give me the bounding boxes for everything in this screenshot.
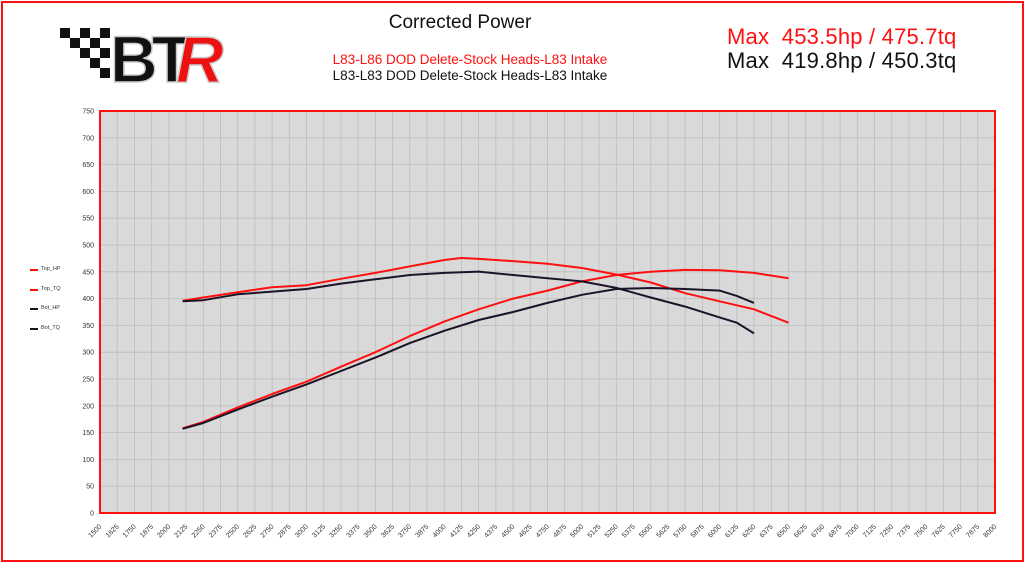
chart-title: Corrected Power bbox=[388, 12, 532, 33]
svg-text:700: 700 bbox=[82, 135, 94, 142]
legend-swatch bbox=[30, 288, 38, 291]
svg-text:3000: 3000 bbox=[294, 523, 310, 539]
svg-text:2625: 2625 bbox=[242, 523, 258, 539]
svg-text:750: 750 bbox=[82, 109, 94, 116]
svg-text:2250: 2250 bbox=[191, 523, 207, 539]
svg-text:6875: 6875 bbox=[828, 523, 844, 539]
svg-text:7125: 7125 bbox=[862, 523, 878, 539]
svg-text:7250: 7250 bbox=[879, 523, 895, 539]
svg-text:450: 450 bbox=[82, 269, 94, 276]
svg-text:6500: 6500 bbox=[776, 523, 792, 539]
legend-label: Bot_TQ bbox=[41, 324, 60, 331]
series-bot-hp bbox=[182, 287, 755, 430]
svg-text:200: 200 bbox=[82, 403, 94, 410]
legend-swatch bbox=[30, 327, 38, 330]
legend-label: Top_TQ bbox=[41, 285, 61, 292]
svg-text:2500: 2500 bbox=[225, 523, 241, 539]
svg-text:3500: 3500 bbox=[363, 523, 379, 539]
legend-label: Top_HP bbox=[41, 266, 61, 272]
svg-text:4375: 4375 bbox=[483, 523, 499, 539]
svg-text:6125: 6125 bbox=[724, 523, 740, 539]
svg-text:2375: 2375 bbox=[208, 523, 224, 539]
svg-text:3125: 3125 bbox=[311, 523, 327, 539]
svg-text:550: 550 bbox=[82, 216, 94, 223]
svg-text:5375: 5375 bbox=[621, 523, 637, 539]
svg-text:350: 350 bbox=[82, 323, 94, 330]
series-top-hp bbox=[182, 268, 789, 430]
svg-text:0: 0 bbox=[90, 511, 94, 518]
svg-text:6375: 6375 bbox=[759, 523, 775, 539]
svg-text:4500: 4500 bbox=[501, 523, 517, 539]
svg-text:4875: 4875 bbox=[552, 523, 568, 539]
data-series bbox=[182, 257, 789, 430]
svg-text:5000: 5000 bbox=[569, 523, 585, 539]
svg-text:1875: 1875 bbox=[139, 523, 155, 539]
subtitle-bottom-config: L83-L83 DOD Delete-Stock Heads-L83 Intak… bbox=[332, 68, 608, 83]
svg-text:250: 250 bbox=[82, 377, 94, 384]
svg-text:4000: 4000 bbox=[432, 523, 448, 539]
svg-text:4625: 4625 bbox=[518, 523, 534, 539]
svg-text:7625: 7625 bbox=[931, 523, 947, 539]
svg-text:2875: 2875 bbox=[277, 523, 293, 539]
subtitle-top-config: L83-L86 DOD Delete-Stock Heads-L83 Intak… bbox=[332, 52, 608, 67]
svg-text:300: 300 bbox=[82, 350, 94, 357]
series-top-tq bbox=[182, 257, 789, 324]
max-top-values: Max 453.5hp / 475.7tq bbox=[727, 24, 957, 49]
max-bottom-values: Max 419.8hp / 450.3tq bbox=[727, 48, 957, 73]
legend-swatch bbox=[30, 269, 38, 271]
svg-text:BT: BT bbox=[110, 22, 192, 88]
svg-text:150: 150 bbox=[82, 430, 94, 437]
btr-logo: BT R bbox=[60, 21, 225, 88]
x-axis-ticks: 1500 1625 1750 1875 2000 2125 2250 2375 2500 2625… bbox=[87, 523, 998, 539]
svg-text:2750: 2750 bbox=[260, 523, 276, 539]
svg-text:4750: 4750 bbox=[535, 523, 551, 539]
series-bot-tq bbox=[182, 270, 755, 335]
svg-text:6000: 6000 bbox=[707, 523, 723, 539]
svg-text:2000: 2000 bbox=[156, 523, 172, 539]
svg-text:7000: 7000 bbox=[845, 523, 861, 539]
svg-text:7875: 7875 bbox=[965, 523, 981, 539]
svg-text:5625: 5625 bbox=[655, 523, 671, 539]
plot-border bbox=[99, 110, 996, 514]
svg-text:5750: 5750 bbox=[673, 523, 689, 539]
y-axis-ticks: 0 50 100 150 200 250 300 350 400 450 500 550 600 650 7… bbox=[82, 109, 94, 518]
svg-text:2125: 2125 bbox=[174, 523, 190, 539]
gridlines bbox=[99, 110, 996, 514]
svg-text:5125: 5125 bbox=[587, 523, 603, 539]
svg-text:6250: 6250 bbox=[741, 523, 757, 539]
svg-text:3875: 3875 bbox=[414, 523, 430, 539]
svg-text:600: 600 bbox=[82, 189, 94, 196]
svg-text:1500: 1500 bbox=[87, 523, 103, 539]
svg-text:1750: 1750 bbox=[122, 523, 138, 539]
svg-text:1625: 1625 bbox=[105, 523, 121, 539]
svg-text:8000: 8000 bbox=[982, 523, 998, 539]
svg-text:4125: 4125 bbox=[449, 523, 465, 539]
svg-text:3250: 3250 bbox=[328, 523, 344, 539]
legend-swatch bbox=[30, 308, 38, 310]
svg-text:400: 400 bbox=[82, 296, 94, 303]
svg-text:7500: 7500 bbox=[914, 523, 930, 539]
svg-text:3625: 3625 bbox=[380, 523, 396, 539]
svg-text:100: 100 bbox=[82, 457, 94, 464]
legend-label: Bot_HP bbox=[41, 305, 60, 311]
svg-text:7750: 7750 bbox=[948, 523, 964, 539]
svg-text:7375: 7375 bbox=[896, 523, 912, 539]
svg-text:6750: 6750 bbox=[810, 523, 826, 539]
svg-text:4250: 4250 bbox=[466, 523, 482, 539]
svg-text:5875: 5875 bbox=[690, 523, 706, 539]
svg-text:3375: 3375 bbox=[346, 523, 362, 539]
svg-text:50: 50 bbox=[86, 484, 94, 491]
svg-text:R: R bbox=[176, 22, 224, 88]
svg-text:5250: 5250 bbox=[604, 523, 620, 539]
svg-text:5500: 5500 bbox=[638, 523, 654, 539]
svg-text:6625: 6625 bbox=[793, 523, 809, 539]
svg-text:650: 650 bbox=[82, 162, 94, 169]
svg-text:3750: 3750 bbox=[397, 523, 413, 539]
svg-text:500: 500 bbox=[82, 243, 94, 250]
